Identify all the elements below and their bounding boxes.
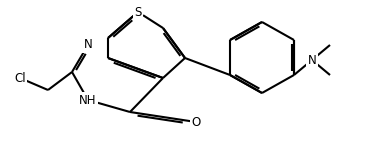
Text: N: N <box>84 39 92 51</box>
Text: O: O <box>191 116 201 128</box>
Text: S: S <box>134 5 142 19</box>
Text: Cl: Cl <box>14 71 26 85</box>
Text: N: N <box>308 54 316 66</box>
Text: NH: NH <box>79 93 97 106</box>
